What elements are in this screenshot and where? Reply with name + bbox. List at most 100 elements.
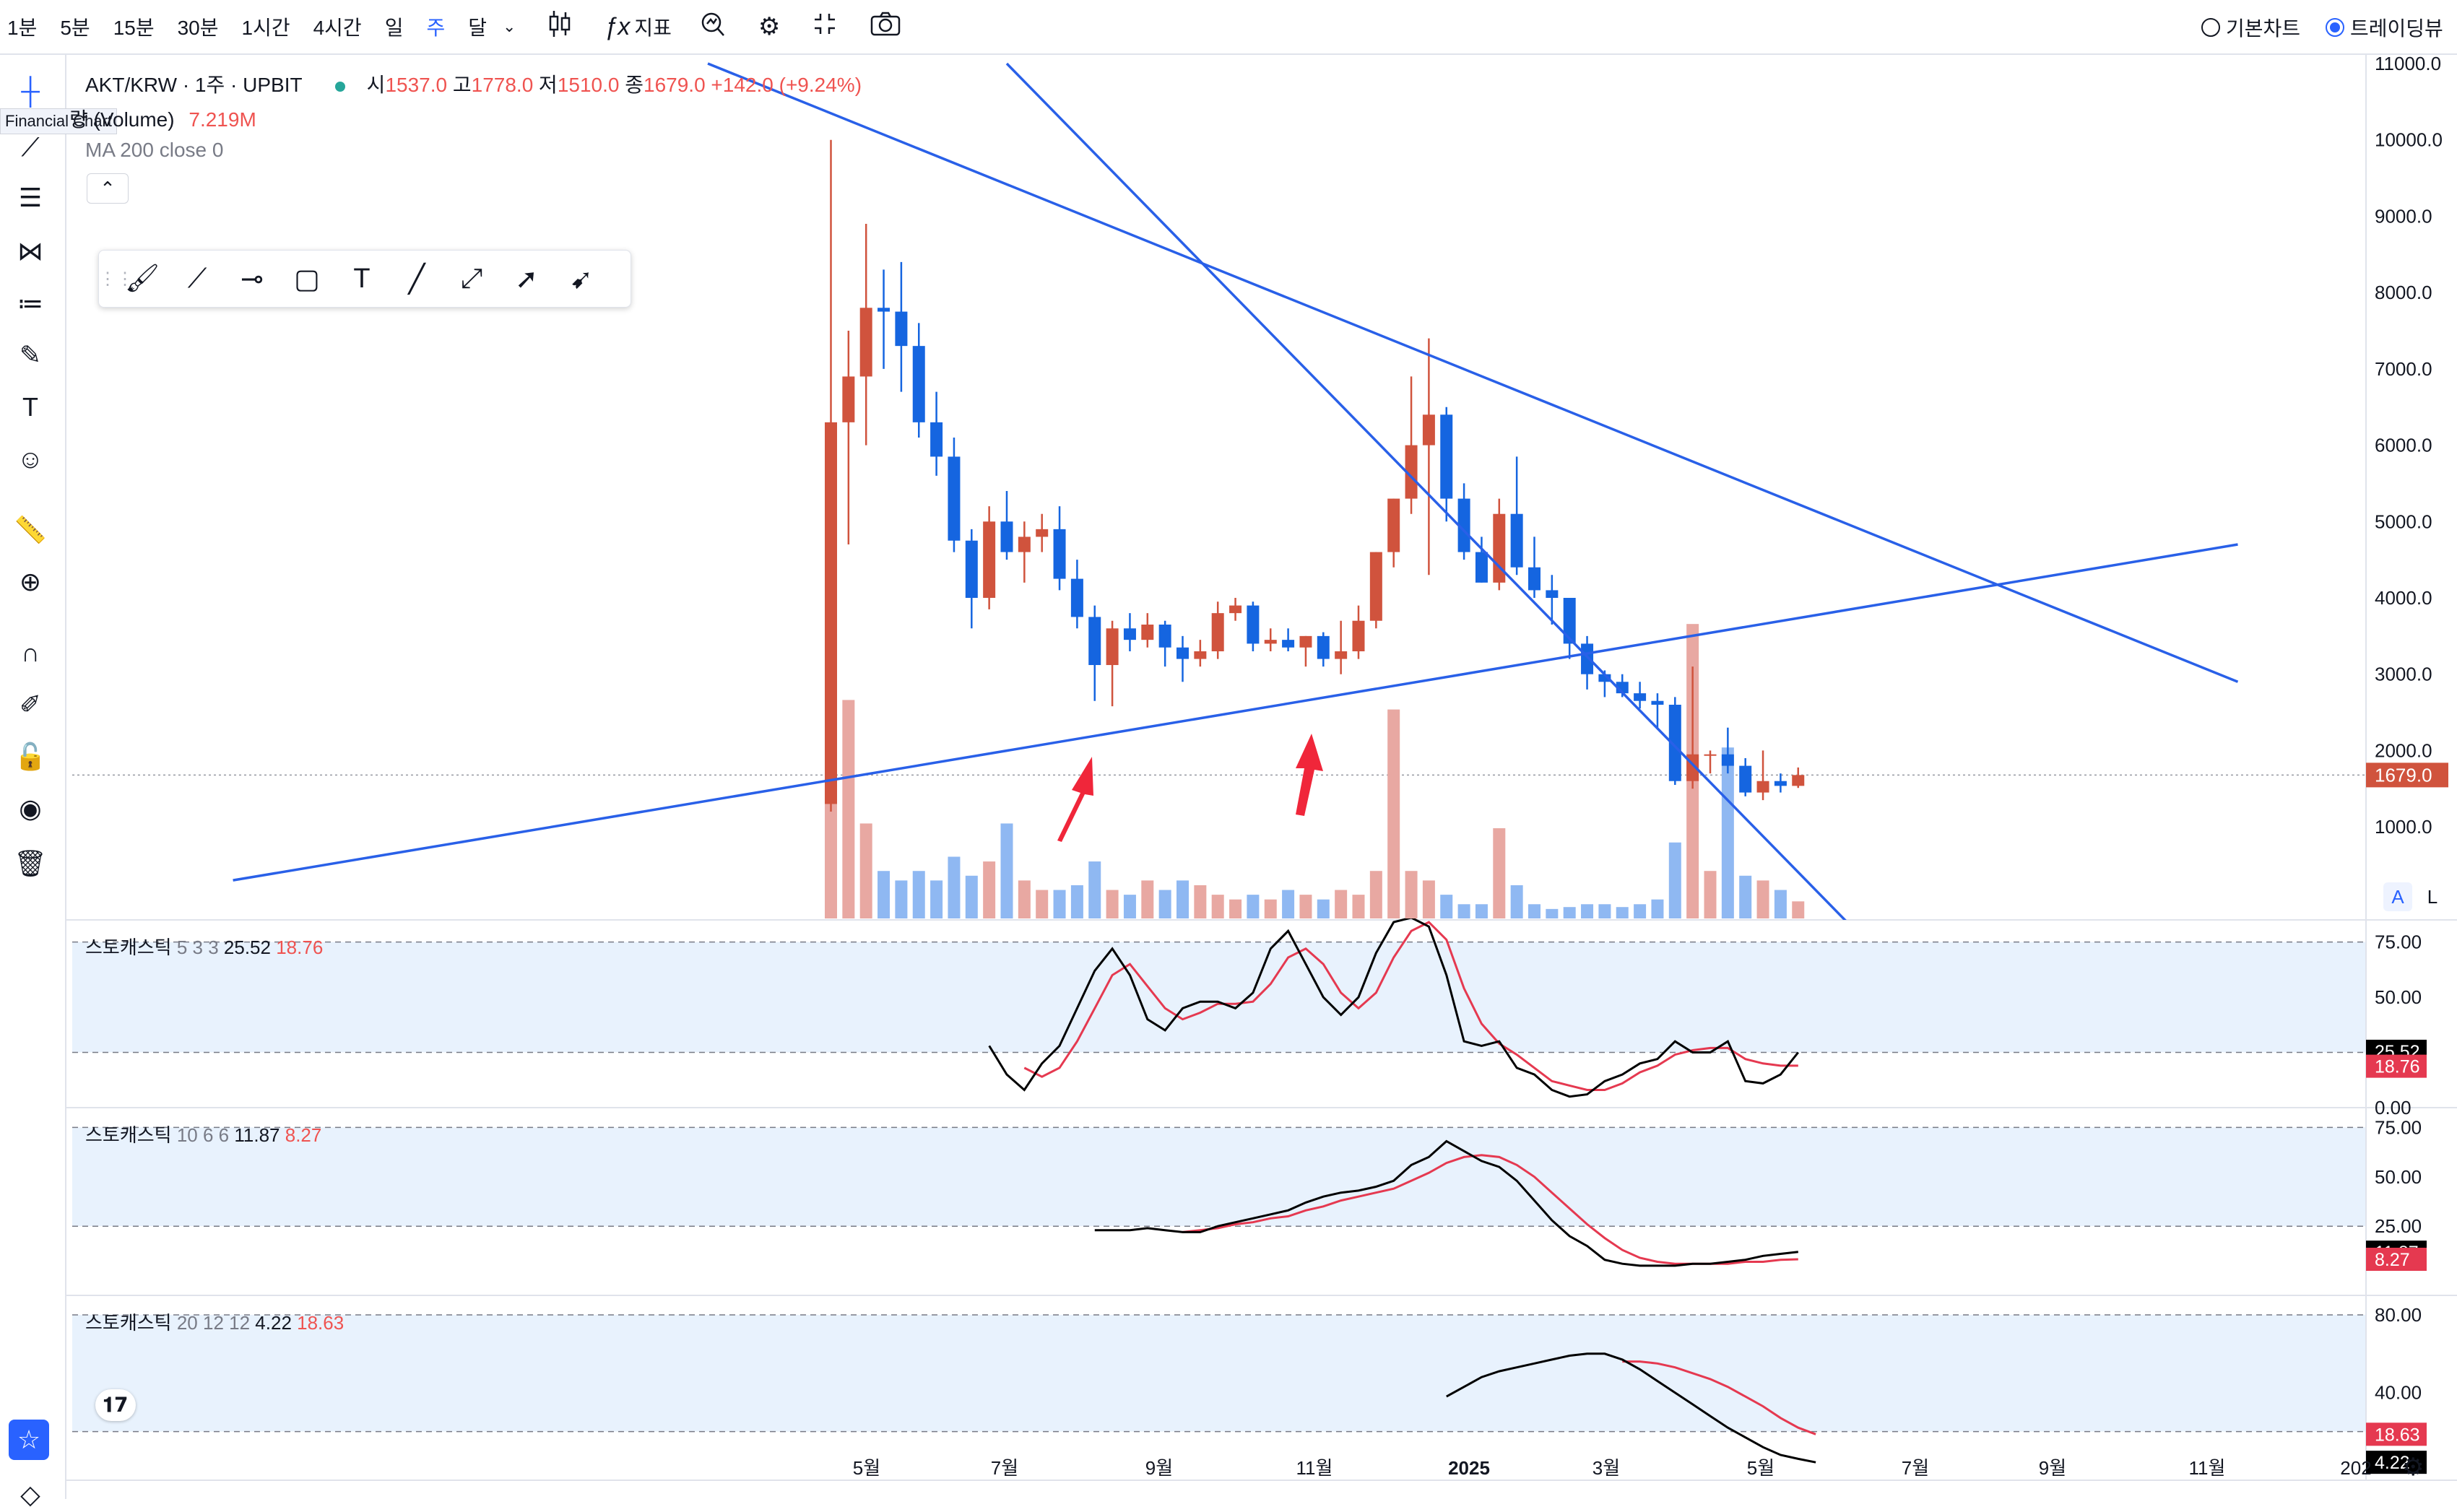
timeframe-4h[interactable]: 4시간 — [313, 17, 362, 39]
price-tick-label: 3000.0 — [2375, 664, 2432, 685]
open-label: 시 — [366, 74, 386, 96]
collapse-legend-button[interactable]: ⌃ — [87, 173, 129, 204]
stoch-d-line — [1622, 1360, 1816, 1435]
fib-icon[interactable]: ☰ — [18, 183, 43, 212]
stoch-3-name[interactable]: 스토캐스틱 — [85, 1312, 172, 1334]
candle-body — [1123, 628, 1136, 640]
stoch-3-legend: 스토캐스틱 20 12 12 4.22 18.63 — [85, 1308, 344, 1335]
lock-drawing-icon[interactable]: ✐ — [19, 690, 42, 719]
timeframe-1h[interactable]: 1시간 — [241, 17, 290, 39]
price-tick-label: 9000.0 — [2375, 205, 2432, 227]
timeframe-5m[interactable]: 5분 — [60, 17, 90, 39]
ruler-icon[interactable]: 📏 — [14, 515, 47, 544]
camera-icon[interactable] — [870, 11, 901, 43]
price-tick-label: 8000.0 — [2375, 282, 2432, 303]
extended-line-icon[interactable]: ⤢ — [460, 263, 483, 294]
crosshair-icon[interactable]: ┼ — [21, 76, 40, 105]
zoom-icon[interactable]: ⊕ — [19, 567, 42, 596]
stoch-1-k: 25.52 — [223, 937, 271, 958]
view-basic-option[interactable]: 기본차트 — [2201, 0, 2300, 55]
volume-value: 7.219M — [188, 108, 256, 131]
volume-bar — [1756, 880, 1769, 918]
candle-body — [1369, 552, 1382, 621]
arrow-marker-icon[interactable]: ➹ — [570, 264, 593, 295]
low-value: 1510.0 — [557, 74, 620, 96]
line-icon[interactable]: ╱ — [408, 264, 425, 295]
rectangle-icon[interactable]: ▢ — [294, 264, 320, 295]
view-basic-radio[interactable] — [2201, 18, 2220, 37]
candle-body — [1510, 513, 1523, 568]
text-icon[interactable]: T — [353, 263, 370, 294]
price-tick-label: 6000.0 — [2375, 435, 2432, 456]
trendline — [233, 543, 2238, 882]
time-tick-label: 2025 — [1448, 1457, 1490, 1479]
drag-handle-icon[interactable]: ⋮⋮ — [99, 269, 134, 289]
lock-icon[interactable]: 🔓 — [14, 742, 47, 771]
auto-scale-button[interactable]: A — [2383, 882, 2412, 911]
star-icon[interactable]: ☆ — [9, 1420, 49, 1460]
time-tick-label: 9월 — [1145, 1457, 1173, 1479]
candle-body — [1581, 643, 1594, 674]
segment-icon[interactable]: ⟋ — [187, 263, 207, 294]
stoch-d-tag-bg — [2366, 1422, 2427, 1446]
magnet-icon[interactable]: ∩ — [21, 638, 40, 667]
timeframe-15m[interactable]: 15분 — [113, 17, 155, 39]
candles — [825, 139, 1805, 812]
gear-icon[interactable]: ⚙ — [758, 13, 781, 40]
emoji-icon[interactable]: ☺ — [17, 444, 44, 474]
stoch-k-line — [1094, 1139, 1798, 1267]
candle-body — [1247, 605, 1260, 644]
volume-bar — [1457, 904, 1470, 918]
stoch-tick-label: 0.00 — [2375, 1097, 2412, 1118]
time-tick-label: 7월 — [1902, 1457, 1929, 1479]
fullscreen-icon[interactable] — [812, 11, 838, 43]
volume-bar — [1651, 899, 1664, 918]
candle-body — [1668, 705, 1681, 781]
volume-bar — [1053, 890, 1066, 918]
chevron-down-icon[interactable]: ⌄ — [502, 17, 516, 35]
fx-icon[interactable]: ƒx — [604, 12, 630, 40]
view-trading-option[interactable]: 트레이딩뷰 — [2326, 0, 2443, 55]
text-icon[interactable]: T — [22, 392, 38, 422]
stoch-2-name[interactable]: 스토캐스틱 — [85, 1124, 172, 1146]
eye-icon[interactable]: ◉ — [19, 794, 42, 823]
symbol-label[interactable]: AKT/KRW · 1주 · UPBIT — [85, 74, 303, 96]
indicators-button[interactable]: 지표 — [634, 17, 672, 39]
timeframe-1m[interactable]: 1분 — [7, 17, 38, 39]
pattern-icon[interactable]: ⋈ — [17, 236, 43, 266]
volume-bar — [912, 871, 925, 918]
timeframe-month[interactable]: 달 — [468, 17, 487, 39]
candles-icon[interactable] — [547, 9, 572, 45]
horizontal-ray-icon[interactable]: ⊸ — [240, 264, 264, 295]
candle-body — [1070, 578, 1083, 617]
settings-gear-icon[interactable]: ⚙ — [2402, 1454, 2424, 1481]
current-price-tag-bg — [2366, 762, 2448, 788]
log-scale-button[interactable]: L — [2427, 886, 2438, 908]
candle-body — [1000, 521, 1013, 552]
arrows — [1057, 734, 1323, 842]
timeframe-day[interactable]: 일 — [384, 17, 404, 39]
stoch-1-name[interactable]: 스토캐스틱 — [85, 937, 172, 958]
projection-icon[interactable]: ≔ — [17, 288, 43, 318]
candle-body — [859, 308, 872, 377]
tradingview-logo[interactable]: 𝟏𝟳 — [95, 1389, 136, 1421]
trendline-icon[interactable]: ⟋ — [21, 132, 40, 162]
low-label: 저 — [539, 74, 558, 96]
trash-icon[interactable]: 🗑 — [14, 848, 47, 878]
candle-body — [1493, 513, 1506, 583]
brush-icon[interactable]: ✎ — [19, 340, 42, 370]
volume-label[interactable]: 량 (Volume) — [69, 108, 175, 131]
candle-body — [1704, 754, 1717, 756]
volume-bar — [1704, 871, 1717, 918]
view-trading-radio[interactable] — [2326, 18, 2344, 37]
timeframe-30m[interactable]: 30분 — [177, 17, 219, 39]
brush-icon[interactable]: 🖌 — [124, 264, 160, 294]
candle-body — [1634, 693, 1647, 701]
arrow-icon[interactable]: ➚ — [515, 264, 538, 295]
stoch-3-d: 18.63 — [297, 1312, 344, 1334]
alert-icon[interactable] — [699, 9, 727, 45]
candle-body — [1563, 598, 1576, 644]
timeframe-week[interactable]: 주 — [426, 17, 446, 39]
ma-label[interactable]: MA 200 close 0 — [85, 139, 224, 161]
